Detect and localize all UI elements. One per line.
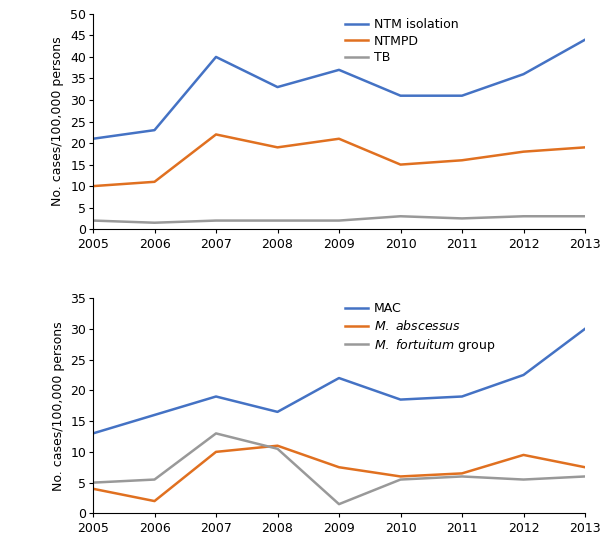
$\mathit{M.\ abscessus}$ xyxy=(89,486,97,492)
NTM isolation xyxy=(397,92,404,99)
MAC xyxy=(335,375,343,381)
$\mathit{M.\ fortuitum}$ group xyxy=(581,473,589,480)
NTMPD xyxy=(520,148,527,155)
TB xyxy=(581,213,589,220)
TB xyxy=(397,213,404,220)
TB xyxy=(520,213,527,220)
TB xyxy=(212,217,220,224)
Line: MAC: MAC xyxy=(93,329,585,433)
$\mathit{M.\ fortuitum}$ group xyxy=(458,473,466,480)
NTM isolation xyxy=(458,92,466,99)
NTM isolation xyxy=(335,67,343,73)
Line: $\mathit{M.\ fortuitum}$ group: $\mathit{M.\ fortuitum}$ group xyxy=(93,433,585,504)
NTMPD xyxy=(458,157,466,164)
MAC xyxy=(520,372,527,379)
NTMPD xyxy=(274,144,281,151)
$\mathit{M.\ abscessus}$ xyxy=(151,498,158,504)
NTMPD xyxy=(89,183,97,189)
$\mathit{M.\ abscessus}$ xyxy=(520,452,527,458)
NTMPD xyxy=(212,131,220,138)
$\mathit{M.\ fortuitum}$ group xyxy=(89,480,97,486)
MAC xyxy=(151,412,158,418)
$\mathit{M.\ fortuitum}$ group xyxy=(520,476,527,483)
Legend: MAC, $\mathit{M.\ abscessus}$, $\mathit{M.\ fortuitum}$ group: MAC, $\mathit{M.\ abscessus}$, $\mathit{… xyxy=(345,302,496,354)
NTMPD xyxy=(335,135,343,142)
Y-axis label: No. cases/100,000 persons: No. cases/100,000 persons xyxy=(52,37,65,206)
$\mathit{M.\ fortuitum}$ group xyxy=(151,476,158,483)
NTM isolation xyxy=(151,127,158,133)
TB xyxy=(274,217,281,224)
Legend: NTM isolation, NTMPD, TB: NTM isolation, NTMPD, TB xyxy=(345,18,458,64)
NTM isolation xyxy=(581,37,589,43)
$\mathit{M.\ abscessus}$ xyxy=(581,464,589,471)
TB xyxy=(458,215,466,222)
MAC xyxy=(458,393,466,400)
TB xyxy=(89,217,97,224)
TB xyxy=(151,219,158,226)
NTM isolation xyxy=(212,54,220,60)
$\mathit{M.\ abscessus}$ xyxy=(397,473,404,480)
Line: NTM isolation: NTM isolation xyxy=(93,40,585,139)
TB xyxy=(335,217,343,224)
MAC xyxy=(89,430,97,437)
$\mathit{M.\ abscessus}$ xyxy=(458,470,466,477)
NTM isolation xyxy=(274,84,281,90)
$\mathit{M.\ abscessus}$ xyxy=(335,464,343,471)
NTMPD xyxy=(397,162,404,168)
Line: NTMPD: NTMPD xyxy=(93,134,585,186)
$\mathit{M.\ abscessus}$ xyxy=(274,442,281,449)
$\mathit{M.\ abscessus}$ xyxy=(212,448,220,455)
$\mathit{M.\ fortuitum}$ group xyxy=(335,501,343,507)
Line: TB: TB xyxy=(93,216,585,223)
NTMPD xyxy=(151,179,158,185)
MAC xyxy=(274,408,281,415)
NTMPD xyxy=(581,144,589,151)
Y-axis label: No. cases/100,000 persons: No. cases/100,000 persons xyxy=(52,321,65,491)
MAC xyxy=(212,393,220,400)
MAC xyxy=(397,396,404,403)
NTM isolation xyxy=(520,71,527,78)
$\mathit{M.\ fortuitum}$ group xyxy=(397,476,404,483)
MAC xyxy=(581,325,589,332)
$\mathit{M.\ fortuitum}$ group xyxy=(274,446,281,452)
NTM isolation xyxy=(89,135,97,142)
$\mathit{M.\ fortuitum}$ group xyxy=(212,430,220,437)
Line: $\mathit{M.\ abscessus}$: $\mathit{M.\ abscessus}$ xyxy=(93,446,585,501)
